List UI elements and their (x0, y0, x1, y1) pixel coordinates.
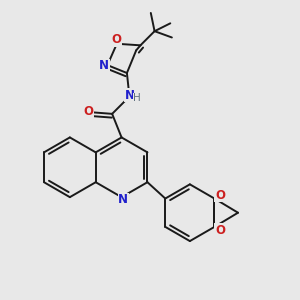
Text: N: N (124, 89, 134, 102)
Text: O: O (111, 34, 121, 46)
Text: O: O (215, 189, 225, 202)
Text: H: H (134, 93, 141, 103)
Text: O: O (83, 105, 93, 118)
Text: N: N (99, 59, 109, 72)
Text: N: N (118, 193, 128, 206)
Text: O: O (215, 224, 225, 236)
